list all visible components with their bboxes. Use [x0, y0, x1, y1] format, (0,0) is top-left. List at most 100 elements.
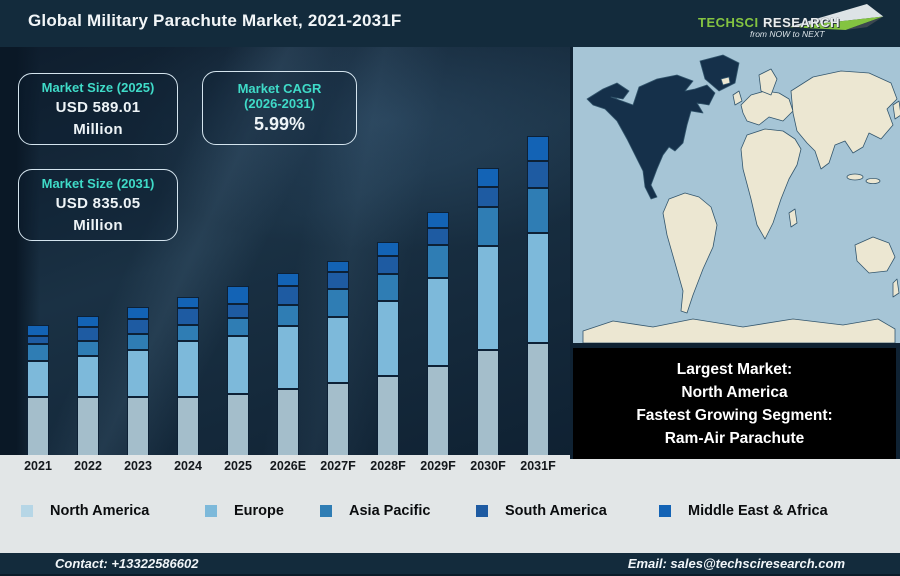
page-title: Global Military Parachute Market, 2021-2… — [28, 11, 402, 30]
legend-label-south-america: South America — [505, 503, 607, 519]
right-panel: Largest Market: North America Fastest Gr… — [570, 47, 900, 459]
market-size-2031-title: Market Size (2031) — [41, 175, 155, 191]
bar-segment-middle-east-africa — [277, 273, 299, 286]
market-size-2025-box: Market Size (2025) USD 589.01 Million — [18, 73, 178, 145]
bar-segment-europe — [227, 336, 249, 394]
market-size-2025-value: USD 589.01 — [55, 98, 141, 116]
bar-segment-asia-pacific — [27, 344, 49, 361]
bar-segment-south-america — [27, 336, 49, 344]
map-uk — [732, 90, 743, 106]
bar-segment-south-america — [127, 319, 149, 334]
market-size-2031-value: USD 835.05 — [55, 194, 141, 212]
bar-2027f — [327, 261, 349, 457]
bar-segment-europe — [127, 350, 149, 397]
largest-market-value: North America — [681, 383, 788, 401]
map-australia — [854, 236, 896, 274]
year-label-2022: 2022 — [74, 459, 102, 473]
year-label-2028f: 2028F — [370, 459, 406, 473]
bar-2022 — [77, 316, 99, 457]
legend-label-north-america: North America — [50, 503, 150, 519]
year-label-2023: 2023 — [124, 459, 152, 473]
year-label-2026e: 2026E — [269, 459, 307, 473]
bar-segment-north-america — [477, 350, 499, 457]
map-new-zealand — [892, 278, 900, 298]
bar-segment-north-america — [177, 397, 199, 457]
bar-segment-south-america — [327, 272, 349, 289]
bar-segment-middle-east-africa — [377, 242, 399, 256]
year-label-2030f: 2030F — [470, 459, 506, 473]
legend-item-europe: Europe — [205, 502, 284, 520]
market-cagr-title: Market CAGR — [237, 81, 322, 96]
bar-segment-middle-east-africa — [527, 136, 549, 161]
legend-swatch-asia-pacific — [320, 505, 332, 517]
bar-segment-south-america — [477, 187, 499, 207]
techsci-logo: TechSci Research from NOW to NEXT — [692, 2, 892, 45]
market-cagr-value: 5.99% — [253, 114, 306, 134]
year-label-2029f: 2029F — [420, 459, 456, 473]
chart-panel: Market Size (2025) USD 589.01 Million Ma… — [0, 47, 570, 457]
bar-segment-europe — [77, 356, 99, 397]
bar-segment-north-america — [27, 397, 49, 457]
year-label-2025: 2025 — [224, 459, 252, 473]
legend-item-north-america: North America — [21, 502, 149, 520]
bar-2030f — [477, 168, 499, 457]
bar-2028f — [377, 242, 399, 457]
bar-2025 — [227, 286, 249, 457]
market-size-2031-box: Market Size (2031) USD 835.05 Million — [18, 169, 178, 241]
bar-segment-asia-pacific — [377, 274, 399, 301]
market-size-2031-unit: Million — [73, 216, 123, 234]
map-japan — [892, 100, 900, 120]
market-cagr-box: Market CAGR (2026-2031) 5.99% — [202, 71, 357, 145]
bar-segment-asia-pacific — [527, 188, 549, 233]
bar-segment-middle-east-africa — [477, 168, 499, 187]
map-north-america — [586, 74, 716, 200]
bar-2031f — [527, 136, 549, 457]
bar-segment-middle-east-africa — [27, 325, 49, 336]
bar-segment-middle-east-africa — [77, 316, 99, 327]
map-africa — [740, 128, 802, 240]
legend-label-asia-pacific: Asia Pacific — [349, 503, 431, 519]
bar-segment-north-america — [77, 397, 99, 457]
bar-segment-asia-pacific — [427, 245, 449, 278]
legend-swatch-north-america — [21, 505, 33, 517]
bar-segment-south-america — [427, 228, 449, 245]
bar-segment-asia-pacific — [277, 305, 299, 326]
bar-segment-south-america — [77, 327, 99, 341]
year-label-2024: 2024 — [174, 459, 202, 473]
bar-segment-south-america — [227, 304, 249, 318]
contact-email: Email: sales@techsciresearch.com — [627, 556, 845, 571]
bar-segment-south-america — [527, 161, 549, 188]
legend-item-asia-pacific: Asia Pacific — [320, 502, 430, 520]
market-cagr-period: (2026-2031) — [244, 96, 315, 111]
bar-2029f — [427, 212, 449, 457]
legend-swatch-middle-east-africa — [659, 505, 671, 517]
bar-segment-north-america — [327, 383, 349, 457]
bar-segment-asia-pacific — [477, 207, 499, 246]
logo-wordmark: TechSci Research — [698, 15, 840, 30]
bar-segment-north-america — [227, 394, 249, 457]
bar-chart — [0, 47, 570, 457]
bar-segment-europe — [327, 317, 349, 383]
bar-segment-middle-east-africa — [177, 297, 199, 308]
bar-segment-north-america — [427, 366, 449, 457]
bar-segment-europe — [477, 246, 499, 350]
axis-and-legend-band — [0, 455, 900, 553]
market-size-2025-unit: Million — [73, 120, 123, 138]
bar-segment-europe — [527, 233, 549, 343]
bar-segment-south-america — [277, 286, 299, 305]
legend-item-south-america: South America — [476, 502, 607, 520]
logo-arrow-icon — [787, 3, 884, 30]
bar-2021 — [27, 325, 49, 457]
bar-segment-middle-east-africa — [227, 286, 249, 304]
bar-segment-europe — [277, 326, 299, 389]
largest-market-label: Largest Market: — [676, 360, 793, 378]
header-bar: Global Military Parachute Market, 2021-2… — [0, 0, 900, 47]
bar-segment-europe — [27, 361, 49, 397]
fastest-segment-label: Fastest Growing Segment: — [636, 406, 833, 424]
bar-segment-north-america — [127, 397, 149, 457]
bar-segment-asia-pacific — [327, 289, 349, 317]
fastest-segment-value: Ram-Air Parachute — [664, 429, 805, 447]
bar-segment-europe — [427, 278, 449, 366]
map-iceland — [720, 76, 731, 86]
bar-segment-europe — [177, 341, 199, 397]
